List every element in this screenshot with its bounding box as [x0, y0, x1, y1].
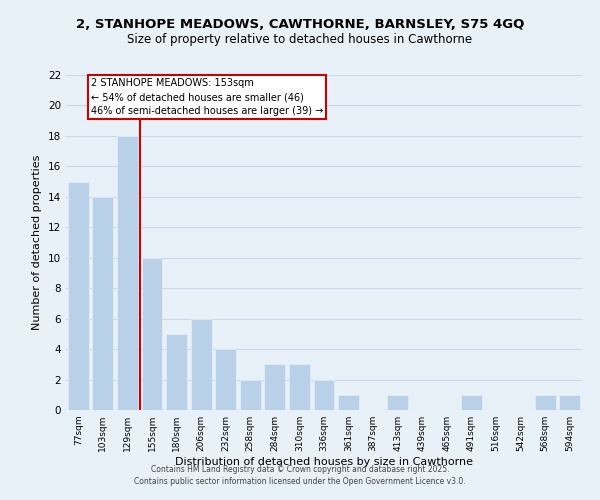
Bar [215, 349, 236, 410]
Bar [117, 136, 138, 410]
X-axis label: Distribution of detached houses by size in Cawthorne: Distribution of detached houses by size … [175, 457, 473, 467]
Bar [191, 318, 212, 410]
Bar [142, 258, 163, 410]
Bar [338, 395, 359, 410]
Bar [92, 197, 113, 410]
Bar [387, 395, 408, 410]
Bar [68, 182, 89, 410]
Text: Contains public sector information licensed under the Open Government Licence v3: Contains public sector information licen… [134, 477, 466, 486]
Y-axis label: Number of detached properties: Number of detached properties [32, 155, 43, 330]
Text: Contains HM Land Registry data © Crown copyright and database right 2025.: Contains HM Land Registry data © Crown c… [151, 466, 449, 474]
Bar [240, 380, 261, 410]
Text: 2, STANHOPE MEADOWS, CAWTHORNE, BARNSLEY, S75 4GQ: 2, STANHOPE MEADOWS, CAWTHORNE, BARNSLEY… [76, 18, 524, 30]
Text: 2 STANHOPE MEADOWS: 153sqm
← 54% of detached houses are smaller (46)
46% of semi: 2 STANHOPE MEADOWS: 153sqm ← 54% of deta… [91, 78, 323, 116]
Bar [559, 395, 580, 410]
Text: Size of property relative to detached houses in Cawthorne: Size of property relative to detached ho… [127, 32, 473, 46]
Bar [314, 380, 334, 410]
Bar [265, 364, 286, 410]
Bar [166, 334, 187, 410]
Bar [289, 364, 310, 410]
Bar [535, 395, 556, 410]
Bar [461, 395, 482, 410]
